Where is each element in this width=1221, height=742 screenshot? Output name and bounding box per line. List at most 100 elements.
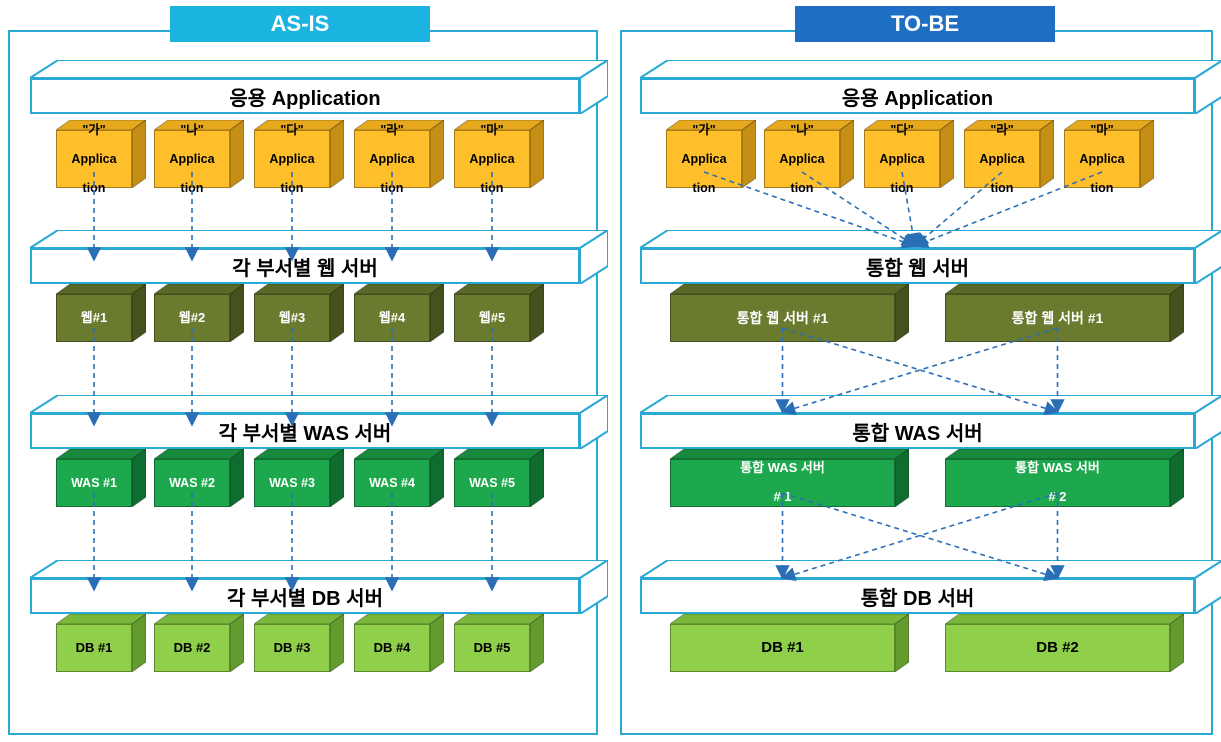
tobe-app-4-l3: tion — [1091, 181, 1114, 195]
asis-web-box-2: 웹#3 — [254, 284, 344, 342]
tobe-app-0-l2: Applica — [681, 152, 726, 166]
asis-web-container-title: 각 부서별 웹 서버 — [30, 248, 580, 284]
asis-app-box-0: "가"Application — [56, 120, 146, 188]
asis-db-box-4: DB #5 — [454, 614, 544, 672]
tobe-was-box-0: 통합 WAS 서버# 1 — [670, 449, 909, 507]
asis-app-3-l3: tion — [381, 181, 404, 195]
asis-app-3-l1: "라" — [380, 123, 403, 137]
asis-was-box-4-front: WAS #5 — [454, 459, 530, 507]
asis-web-box-2-front: 웹#3 — [254, 294, 330, 342]
asis-app-2-l3: tion — [281, 181, 304, 195]
asis-web-box-0-front: 웹#1 — [56, 294, 132, 342]
tobe-app-0-l3: tion — [693, 181, 716, 195]
tobe-app-2-l1: "다" — [890, 123, 913, 137]
asis-was-0-label: WAS #1 — [71, 476, 117, 490]
asis-web-box-3-front: 웹#4 — [354, 294, 430, 342]
asis-was-box-2-front: WAS #3 — [254, 459, 330, 507]
asis-app-container-title: 응용 Application — [30, 78, 580, 114]
tobe-was-box-1-front: 통합 WAS 서버 # 2 — [945, 459, 1170, 507]
asis-web-box-4: 웹#5 — [454, 284, 544, 342]
tobe-was-container: 통합 WAS 서버 — [640, 395, 1221, 449]
tobe-web-box-1: 통합 웹 서버 #1 — [945, 284, 1184, 342]
tobe-web-container-title: 통합 웹 서버 — [640, 248, 1195, 284]
asis-app-container: 응용 Application — [30, 60, 608, 114]
tobe-app-2-l3: tion — [891, 181, 914, 195]
tobe-app-1-l1: "나" — [790, 123, 813, 137]
asis-db-container-title: 각 부서별 DB 서버 — [30, 578, 580, 614]
tobe-was-box-0-front: 통합 WAS 서버# 1 — [670, 459, 895, 507]
asis-app-4-l1: "마" — [480, 123, 503, 137]
asis-app-1-l1: "나" — [180, 123, 203, 137]
tobe-app-container-title: 응용 Application — [640, 78, 1195, 114]
tobe-was-container-title: 통합 WAS 서버 — [640, 413, 1195, 449]
asis-app-0-l3: tion — [83, 181, 106, 195]
tobe-was-0-l1: 통합 WAS 서버 — [740, 461, 825, 476]
asis-app-box-3-front: "라"Application — [354, 130, 430, 188]
asis-db-box-4-front: DB #5 — [454, 624, 530, 672]
asis-app-4-l3: tion — [481, 181, 504, 195]
asis-app-box-4-front: "마"Application — [454, 130, 530, 188]
asis-was-container: 각 부서별 WAS 서버 — [30, 395, 608, 449]
asis-was-box-3-front: WAS #4 — [354, 459, 430, 507]
asis-db-box-0-front: DB #1 — [56, 624, 132, 672]
tobe-app-1-l2: Applica — [779, 152, 824, 166]
tobe-was-box-1: 통합 WAS 서버 # 2 — [945, 449, 1184, 507]
asis-db-2-label: DB #3 — [274, 641, 311, 656]
asis-was-box-0-front: WAS #1 — [56, 459, 132, 507]
asis-was-box-4: WAS #5 — [454, 449, 544, 507]
tobe-db-box-1: DB #2 — [945, 614, 1184, 672]
tobe-db-0-label: DB #1 — [761, 639, 804, 656]
asis-db-container: 각 부서별 DB 서버 — [30, 560, 608, 614]
asis-was-2-label: WAS #3 — [269, 476, 315, 490]
asis-app-box-1-front: "나"Application — [154, 130, 230, 188]
asis-db-3-label: DB #4 — [374, 641, 411, 656]
asis-app-box-4: "마"Application — [454, 120, 544, 188]
asis-was-box-1: WAS #2 — [154, 449, 244, 507]
asis-web-box-3: 웹#4 — [354, 284, 444, 342]
tobe-app-box-1-front: "나"Application — [764, 130, 840, 188]
tobe-db-container: 통합 DB 서버 — [640, 560, 1221, 614]
asis-header: AS-IS — [170, 6, 430, 42]
asis-web-3-label: 웹#4 — [379, 311, 405, 326]
tobe-app-box-4: "마"Application — [1064, 120, 1154, 188]
tobe-app-4-l1: "마" — [1090, 123, 1113, 137]
asis-app-box-3: "라"Application — [354, 120, 444, 188]
asis-web-4-label: 웹#5 — [479, 311, 505, 326]
tobe-app-3-l2: Applica — [979, 152, 1024, 166]
asis-db-box-3: DB #4 — [354, 614, 444, 672]
asis-app-0-l2: Applica — [71, 152, 116, 166]
asis-web-container: 각 부서별 웹 서버 — [30, 230, 608, 284]
tobe-app-4-l2: Applica — [1079, 152, 1124, 166]
tobe-db-box-0: DB #1 — [670, 614, 909, 672]
tobe-app-box-2: "다"Application — [864, 120, 954, 188]
tobe-web-1-label: 통합 웹 서버 #1 — [1012, 310, 1104, 326]
asis-was-box-3: WAS #4 — [354, 449, 444, 507]
asis-web-box-4-front: 웹#5 — [454, 294, 530, 342]
tobe-web-0-label: 통합 웹 서버 #1 — [737, 310, 829, 326]
asis-app-3-l2: Applica — [369, 152, 414, 166]
asis-db-1-label: DB #2 — [174, 641, 211, 656]
asis-was-3-label: WAS #4 — [369, 476, 415, 490]
asis-app-1-l3: tion — [181, 181, 204, 195]
asis-app-box-2: "다"Application — [254, 120, 344, 188]
asis-db-box-2: DB #3 — [254, 614, 344, 672]
asis-db-box-0: DB #1 — [56, 614, 146, 672]
asis-web-box-1: 웹#2 — [154, 284, 244, 342]
tobe-web-box-0-front: 통합 웹 서버 #1 — [670, 294, 895, 342]
asis-app-2-l2: Applica — [269, 152, 314, 166]
asis-web-1-label: 웹#2 — [179, 311, 205, 326]
tobe-was-1-l1: 통합 WAS 서버 — [1015, 461, 1100, 476]
tobe-web-box-0: 통합 웹 서버 #1 — [670, 284, 909, 342]
tobe-was-1-l2: # 2 — [1048, 490, 1066, 505]
asis-was-1-label: WAS #2 — [169, 476, 215, 490]
asis-db-box-1: DB #2 — [154, 614, 244, 672]
asis-app-4-l2: Applica — [469, 152, 514, 166]
tobe-app-box-3-front: "라"Application — [964, 130, 1040, 188]
asis-app-box-2-front: "다"Application — [254, 130, 330, 188]
tobe-app-1-l3: tion — [791, 181, 814, 195]
tobe-app-container: 응용 Application — [640, 60, 1221, 114]
tobe-app-3-l3: tion — [991, 181, 1014, 195]
asis-db-box-1-front: DB #2 — [154, 624, 230, 672]
asis-web-box-1-front: 웹#2 — [154, 294, 230, 342]
asis-was-container-title: 각 부서별 WAS 서버 — [30, 413, 580, 449]
